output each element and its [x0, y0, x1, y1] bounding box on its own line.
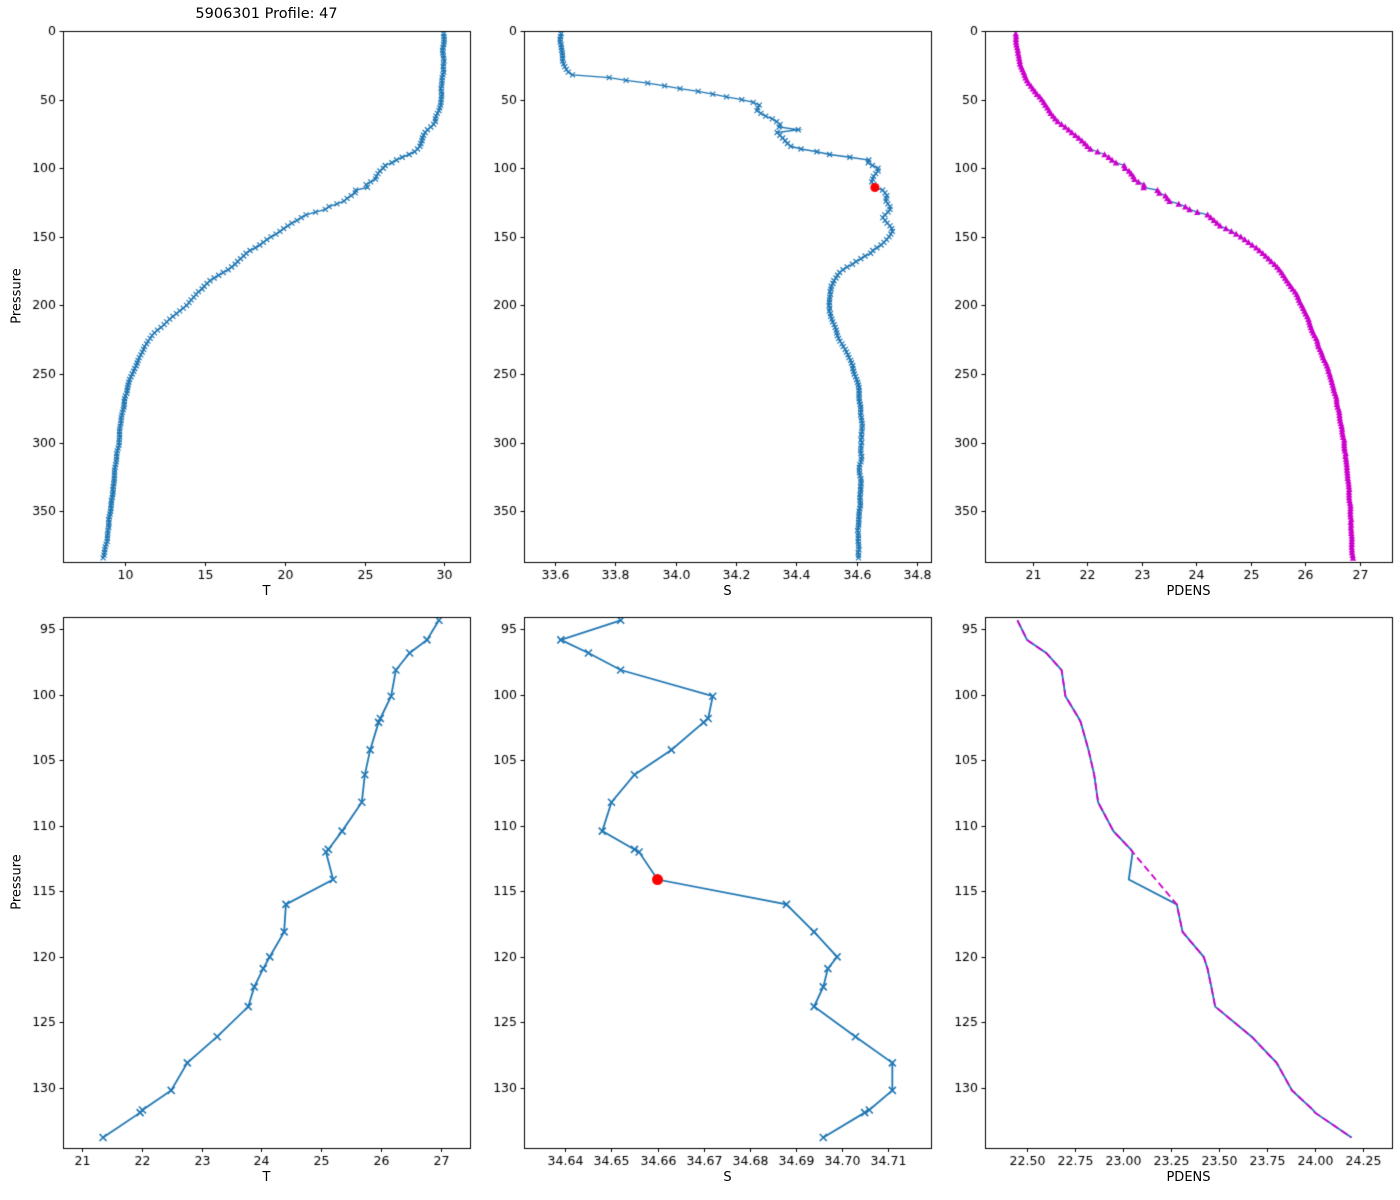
yaxis-label-pressure-zoom: Pressure [9, 854, 25, 910]
xaxis-label-t-zoom: T [262, 1170, 271, 1185]
figure-title: 5906301 Profile: 47 [195, 6, 338, 22]
yaxis-label-pressure-full: Pressure [9, 268, 25, 324]
xaxis-label-pdens-full: PDENS [1166, 584, 1211, 599]
xaxis-label-s-zoom: S [723, 1170, 732, 1185]
xaxis-label-t-full: T [262, 584, 271, 599]
xaxis-label-s-full: S [723, 584, 732, 599]
xaxis-label-pdens-zoom: PDENS [1166, 1170, 1211, 1185]
